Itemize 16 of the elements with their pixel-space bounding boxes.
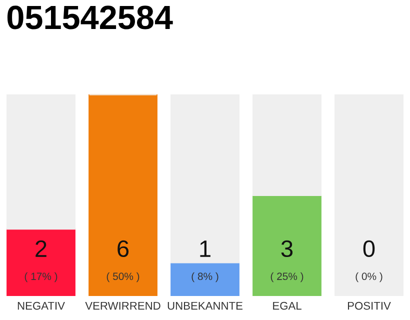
x-tick-label: EGAL [273,302,302,310]
chart-title: 051542584 [7,6,173,30]
x-tick-label: NEGATIV [18,302,65,310]
annotation: ( 0% ) [356,272,382,282]
x-tick-label: POSITIV [348,302,391,310]
annotation: ( 50% ) [106,272,140,282]
x-tick-label: VERWIRREND [85,302,160,310]
data-label: 6 [118,240,129,258]
data-label: 1 [200,240,210,257]
data-label: 0 [363,240,375,258]
data-label: 2 [36,240,46,257]
annotation: ( 17% ) [24,272,58,282]
data-label: 3 [281,240,293,258]
x-tick-label: UNBEKANNTE [168,302,242,310]
annotation: ( 8% ) [192,272,218,282]
annotation: ( 25% ) [270,272,304,282]
